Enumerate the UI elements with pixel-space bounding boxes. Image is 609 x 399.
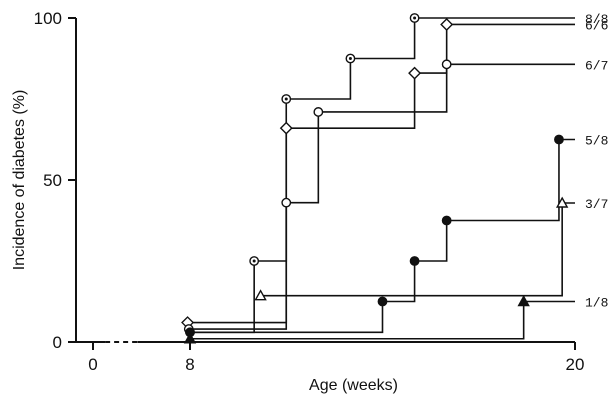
x-tick-label: 20: [566, 355, 585, 374]
x-tick-label: 0: [88, 355, 97, 374]
series-line: [188, 63, 575, 330]
data-point-center: [348, 57, 352, 60]
series-6: 1/8: [183, 295, 608, 344]
data-point-center: [413, 16, 417, 20]
x-tick-label: 8: [185, 355, 194, 374]
series-end-label: 5/8: [585, 134, 608, 149]
data-point-center: [284, 97, 288, 101]
series-end-label: 3/7: [585, 197, 608, 212]
y-tick-label: 0: [53, 333, 62, 352]
series-end-label: 6/7: [585, 58, 608, 73]
data-point: [254, 289, 267, 301]
data-point: [313, 107, 324, 117]
x-axis-title: Age (weeks): [309, 377, 398, 394]
series-end-label: 6/6: [585, 18, 608, 33]
series-end-label: 1/8: [585, 296, 608, 311]
series-line: [190, 138, 575, 334]
data-point: [441, 59, 452, 70]
series-line: [260, 202, 575, 297]
data-point: [279, 121, 293, 135]
data-point: [441, 215, 452, 226]
data-point: [281, 197, 292, 208]
data-point: [555, 196, 569, 208]
series-line: [190, 300, 575, 340]
series-line: [187, 23, 575, 324]
y-tick-label: 100: [34, 9, 62, 28]
series-3: 6/7: [183, 58, 608, 334]
data-point: [183, 332, 197, 344]
data-point: [554, 134, 564, 145]
data-point: [377, 296, 388, 307]
y-tick-label: 50: [43, 171, 62, 190]
series-end-label: 8/8: [585, 12, 608, 27]
data-point: [409, 256, 420, 266]
series-1: 8/8: [185, 12, 608, 338]
series-5: 3/7: [254, 196, 608, 301]
series-line: [190, 17, 575, 334]
data-point: [517, 295, 530, 307]
data-point: [440, 17, 454, 31]
series-4: 5/8: [185, 134, 608, 338]
y-axis-title: Incidence of diabetes (%): [11, 90, 28, 271]
data-point-center: [252, 259, 256, 263]
series-layer: 8/86/6 6/7 5/8 3/7 1/8: [181, 12, 608, 344]
data-point: [408, 66, 422, 80]
